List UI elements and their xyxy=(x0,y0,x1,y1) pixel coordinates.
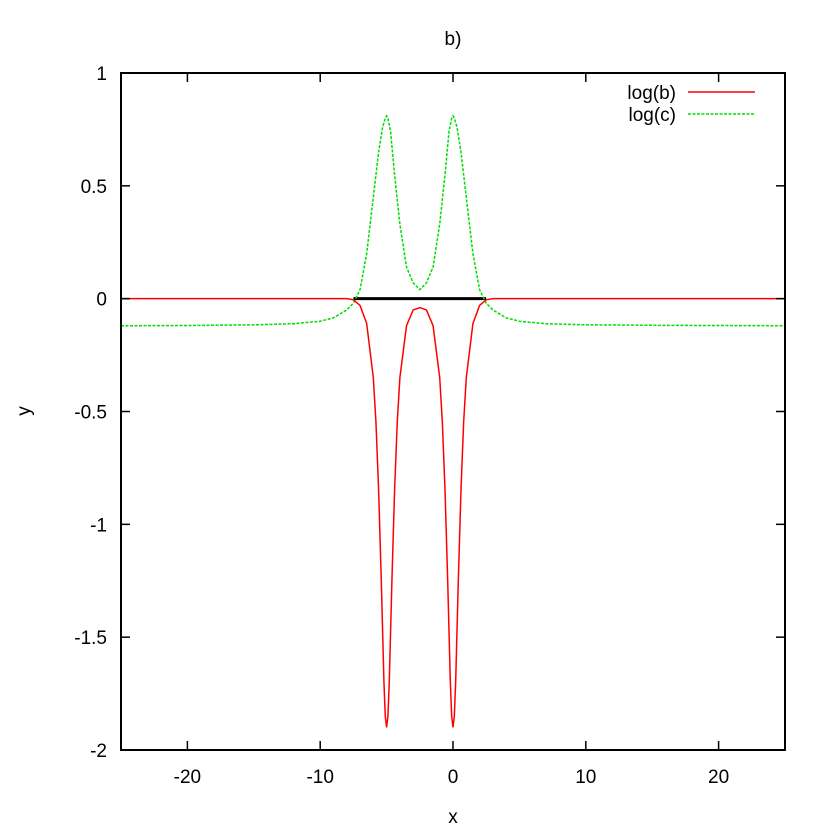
legend-label-0: log(b) xyxy=(627,83,676,104)
x-tick-label: 0 xyxy=(448,767,459,788)
y-tick-label: -0.5 xyxy=(74,403,107,424)
y-tick-label: -1.5 xyxy=(74,628,107,649)
y-tick-label: 0 xyxy=(96,290,107,311)
x-tick-label: 10 xyxy=(575,767,596,788)
series-line-1 xyxy=(120,114,786,327)
legend: log(b)log(c) xyxy=(627,83,755,126)
y-tick-label: 1 xyxy=(96,64,107,85)
x-tick-label: -20 xyxy=(174,767,201,788)
chart-title: b) xyxy=(445,29,462,50)
y-axis-label: y xyxy=(14,406,35,416)
x-tick-label: -10 xyxy=(306,767,333,788)
y-tick-label: -1 xyxy=(90,515,107,536)
ticks-layer: -20 -10 0 10 20 1 0.5 0 -0.5 -1 -1.5 -2 xyxy=(74,64,785,788)
y-tick-label: 0.5 xyxy=(81,177,107,198)
plot-frame xyxy=(120,72,786,751)
series-layer xyxy=(120,114,786,728)
legend-label-1: log(c) xyxy=(628,105,676,126)
y-tick-label: -2 xyxy=(90,741,107,762)
series-line-0 xyxy=(121,297,785,728)
x-axis-label: x xyxy=(448,807,458,828)
x-tick-label: 20 xyxy=(708,767,729,788)
